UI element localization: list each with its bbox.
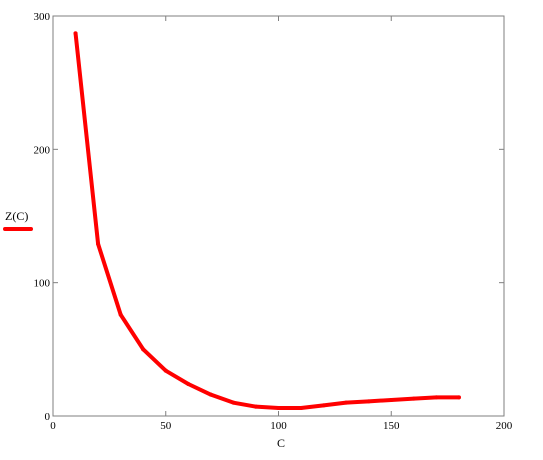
series-points — [73, 31, 461, 410]
legend: Z(C) — [3, 209, 33, 231]
data-point — [321, 403, 326, 408]
data-point — [186, 382, 191, 386]
data-point — [389, 398, 394, 402]
data-point — [456, 395, 461, 400]
data-point — [96, 242, 101, 246]
x-tick-label: 0 — [50, 420, 56, 432]
data-point — [163, 368, 168, 373]
x-tick-label: 150 — [383, 420, 400, 432]
data-point — [276, 406, 281, 410]
x-tick-label: 50 — [160, 420, 172, 432]
y-tick-label: 200 — [34, 144, 51, 156]
data-point — [411, 396, 416, 401]
x-axis-label: C — [277, 436, 285, 450]
plot-frame — [52, 15, 505, 417]
x-tick-label: 100 — [270, 420, 287, 432]
data-point — [73, 31, 78, 36]
y-axis-ticks: 0 100 200 300 — [34, 11, 504, 423]
data-point — [118, 312, 123, 317]
x-axis-ticks: 0 50 100 150 200 — [50, 16, 513, 432]
data-point — [141, 347, 146, 352]
data-point — [434, 395, 439, 400]
data-point — [366, 399, 371, 404]
series-line-z-of-c — [73, 31, 461, 410]
data-point — [344, 400, 349, 405]
data-point — [299, 406, 304, 410]
legend-label: Z(C) — [5, 209, 28, 223]
data-point — [253, 404, 258, 409]
y-tick-label: 300 — [34, 11, 51, 23]
data-point — [208, 392, 213, 397]
data-point — [231, 400, 236, 405]
y-tick-label: 100 — [34, 278, 51, 290]
y-tick-label: 0 — [45, 411, 51, 423]
x-tick-label: 200 — [496, 420, 513, 432]
